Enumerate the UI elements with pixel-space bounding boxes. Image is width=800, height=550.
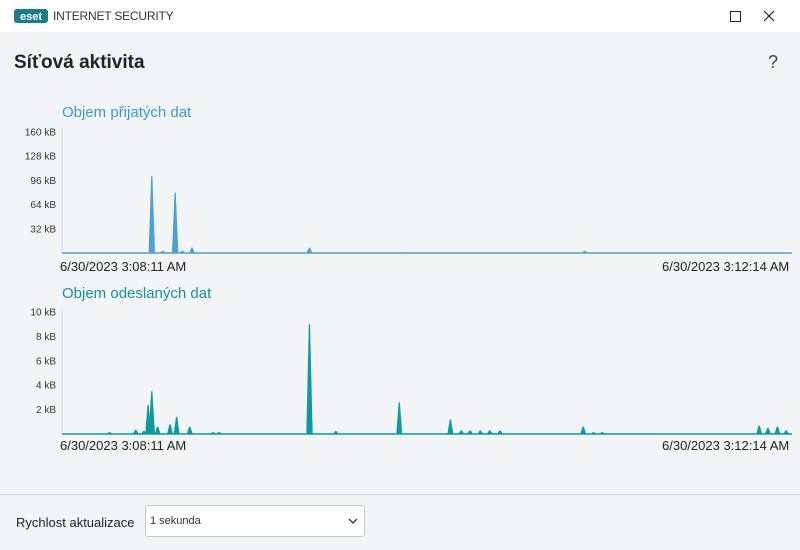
y-tick-label: 128 kB	[25, 152, 56, 163]
eset-logo: eset	[14, 9, 48, 23]
chevron-down-icon	[348, 518, 358, 524]
y-tick-label: 160 kB	[25, 128, 56, 139]
data-peak	[497, 430, 503, 434]
y-tick-label: 10 kB	[30, 308, 56, 319]
data-peak	[167, 424, 174, 434]
update-speed-select[interactable]: 1 sekunda	[145, 505, 365, 537]
data-peak	[467, 430, 474, 434]
title-bar: eset INTERNET SECURITY	[0, 0, 800, 32]
close-icon	[763, 10, 775, 22]
data-peak	[580, 426, 587, 434]
data-peak	[332, 430, 339, 434]
data-peak	[396, 402, 403, 434]
data-peak	[306, 247, 313, 253]
data-peak	[148, 175, 155, 253]
data-peak	[306, 324, 313, 434]
y-tick-label: 32 kB	[30, 224, 56, 235]
y-tick-label: 8 kB	[36, 332, 56, 343]
footer-divider	[0, 494, 800, 495]
data-peak	[148, 391, 155, 434]
y-tick-label: 2 kB	[36, 405, 56, 416]
app-name: INTERNET SECURITY	[53, 9, 174, 23]
maximize-button[interactable]	[712, 0, 758, 32]
received-chart: 160 kB 128 kB 96 kB 64 kB 32 kB	[25, 128, 792, 254]
received-chart-title: Objem přijatých dat	[62, 104, 192, 121]
data-peak	[132, 429, 139, 434]
data-peak	[458, 430, 465, 434]
sent-start-time: 6/30/2023 3:08:11 AM	[60, 438, 187, 453]
y-tick-label: 4 kB	[36, 381, 56, 392]
sent-end-time: 6/30/2023 3:12:14 AM	[662, 438, 790, 453]
data-peak	[154, 426, 161, 434]
data-peak	[477, 430, 484, 434]
help-button[interactable]: ?	[767, 52, 778, 72]
data-peak	[756, 425, 763, 434]
sent-chart: 10 kB 8 kB 6 kB 4 kB 2 kB	[30, 308, 792, 435]
received-start-time: 6/30/2023 3:08:11 AM	[60, 259, 187, 274]
data-peak	[447, 419, 454, 434]
data-peak	[486, 430, 493, 434]
svg-text:eset: eset	[20, 11, 42, 23]
data-peak	[774, 426, 781, 434]
received-end-time: 6/30/2023 3:12:14 AM	[662, 259, 790, 274]
maximize-icon	[729, 10, 741, 22]
y-tick-label: 6 kB	[36, 356, 56, 367]
update-speed-value: 1 sekunda	[150, 515, 201, 527]
close-button[interactable]	[746, 0, 792, 32]
y-tick-label: 64 kB	[30, 200, 56, 211]
page-title: Síťová aktivita	[14, 52, 145, 73]
data-peak	[188, 247, 195, 253]
data-peak	[783, 430, 790, 434]
update-speed-label: Rychlost aktualizace	[16, 515, 135, 530]
data-peak	[171, 192, 179, 253]
sent-chart-title: Objem odeslaných dat	[62, 285, 212, 302]
data-peak	[186, 426, 193, 434]
y-tick-label: 96 kB	[30, 176, 56, 187]
data-peak	[173, 416, 180, 434]
data-peak	[764, 427, 771, 434]
